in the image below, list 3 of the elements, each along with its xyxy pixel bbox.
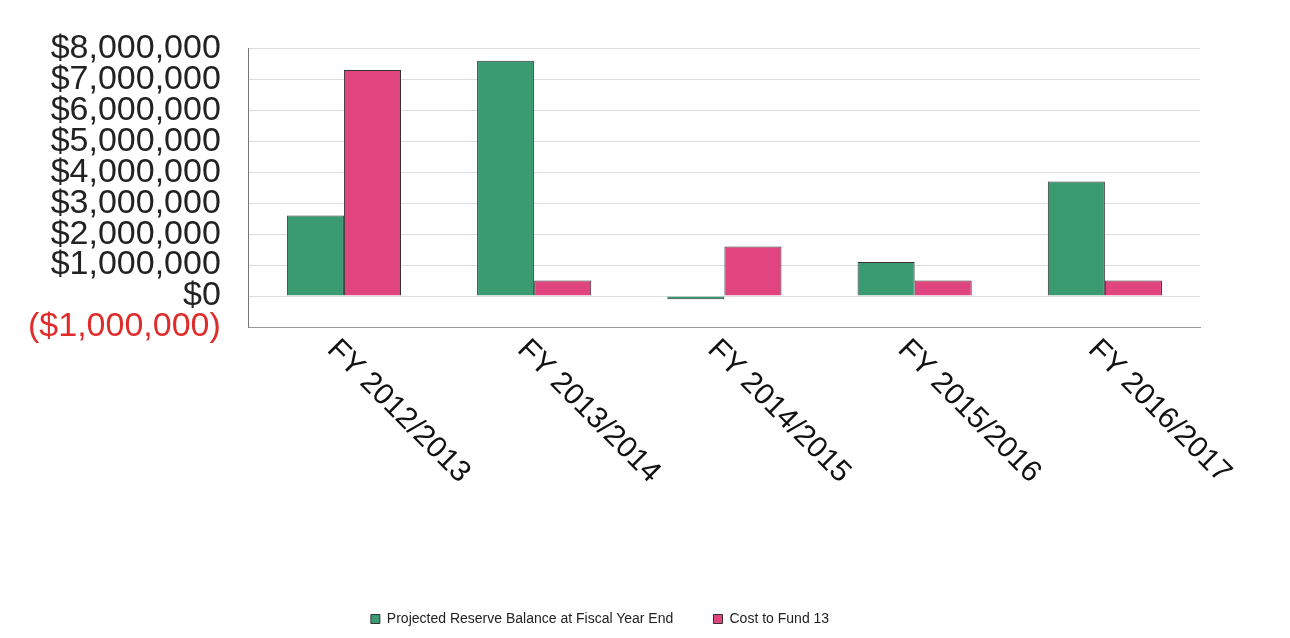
legend-label: Projected Reserve Balance at Fiscal Year End bbox=[386, 609, 674, 626]
y-tick-label: $0 bbox=[182, 274, 221, 313]
legend-label: Cost to Fund 13 bbox=[729, 609, 830, 626]
